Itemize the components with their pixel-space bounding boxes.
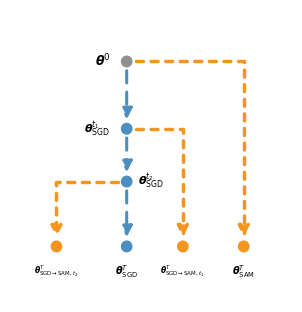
Text: $\boldsymbol{\theta}^T_{\mathrm{SGD}\to\mathrm{SAM},\,t_1}$: $\boldsymbol{\theta}^T_{\mathrm{SGD}\to\… bbox=[160, 263, 205, 279]
Text: $\boldsymbol{\theta}^0$: $\boldsymbol{\theta}^0$ bbox=[95, 53, 110, 70]
Text: $\boldsymbol{\theta}^T_{\mathrm{SGD}}$: $\boldsymbol{\theta}^T_{\mathrm{SGD}}$ bbox=[115, 263, 138, 280]
Circle shape bbox=[121, 124, 132, 134]
Text: $\boldsymbol{\theta}^T_{\mathrm{SAM}}$: $\boldsymbol{\theta}^T_{\mathrm{SAM}}$ bbox=[232, 263, 255, 280]
Circle shape bbox=[239, 241, 249, 252]
Circle shape bbox=[121, 176, 132, 187]
Circle shape bbox=[121, 56, 132, 67]
Text: $\boldsymbol{\theta}^T_{\mathrm{SGD}\to\mathrm{SAM},\,t_2}$: $\boldsymbol{\theta}^T_{\mathrm{SGD}\to\… bbox=[34, 263, 79, 279]
Text: $\boldsymbol{\theta}^{t_2}_{\mathrm{SGD}}$: $\boldsymbol{\theta}^{t_2}_{\mathrm{SGD}… bbox=[138, 172, 165, 191]
Circle shape bbox=[178, 241, 188, 252]
Text: $\boldsymbol{\theta}^{t_1}_{\mathrm{SGD}}$: $\boldsymbol{\theta}^{t_1}_{\mathrm{SGD}… bbox=[84, 119, 110, 139]
Circle shape bbox=[51, 241, 62, 252]
Circle shape bbox=[121, 241, 132, 252]
